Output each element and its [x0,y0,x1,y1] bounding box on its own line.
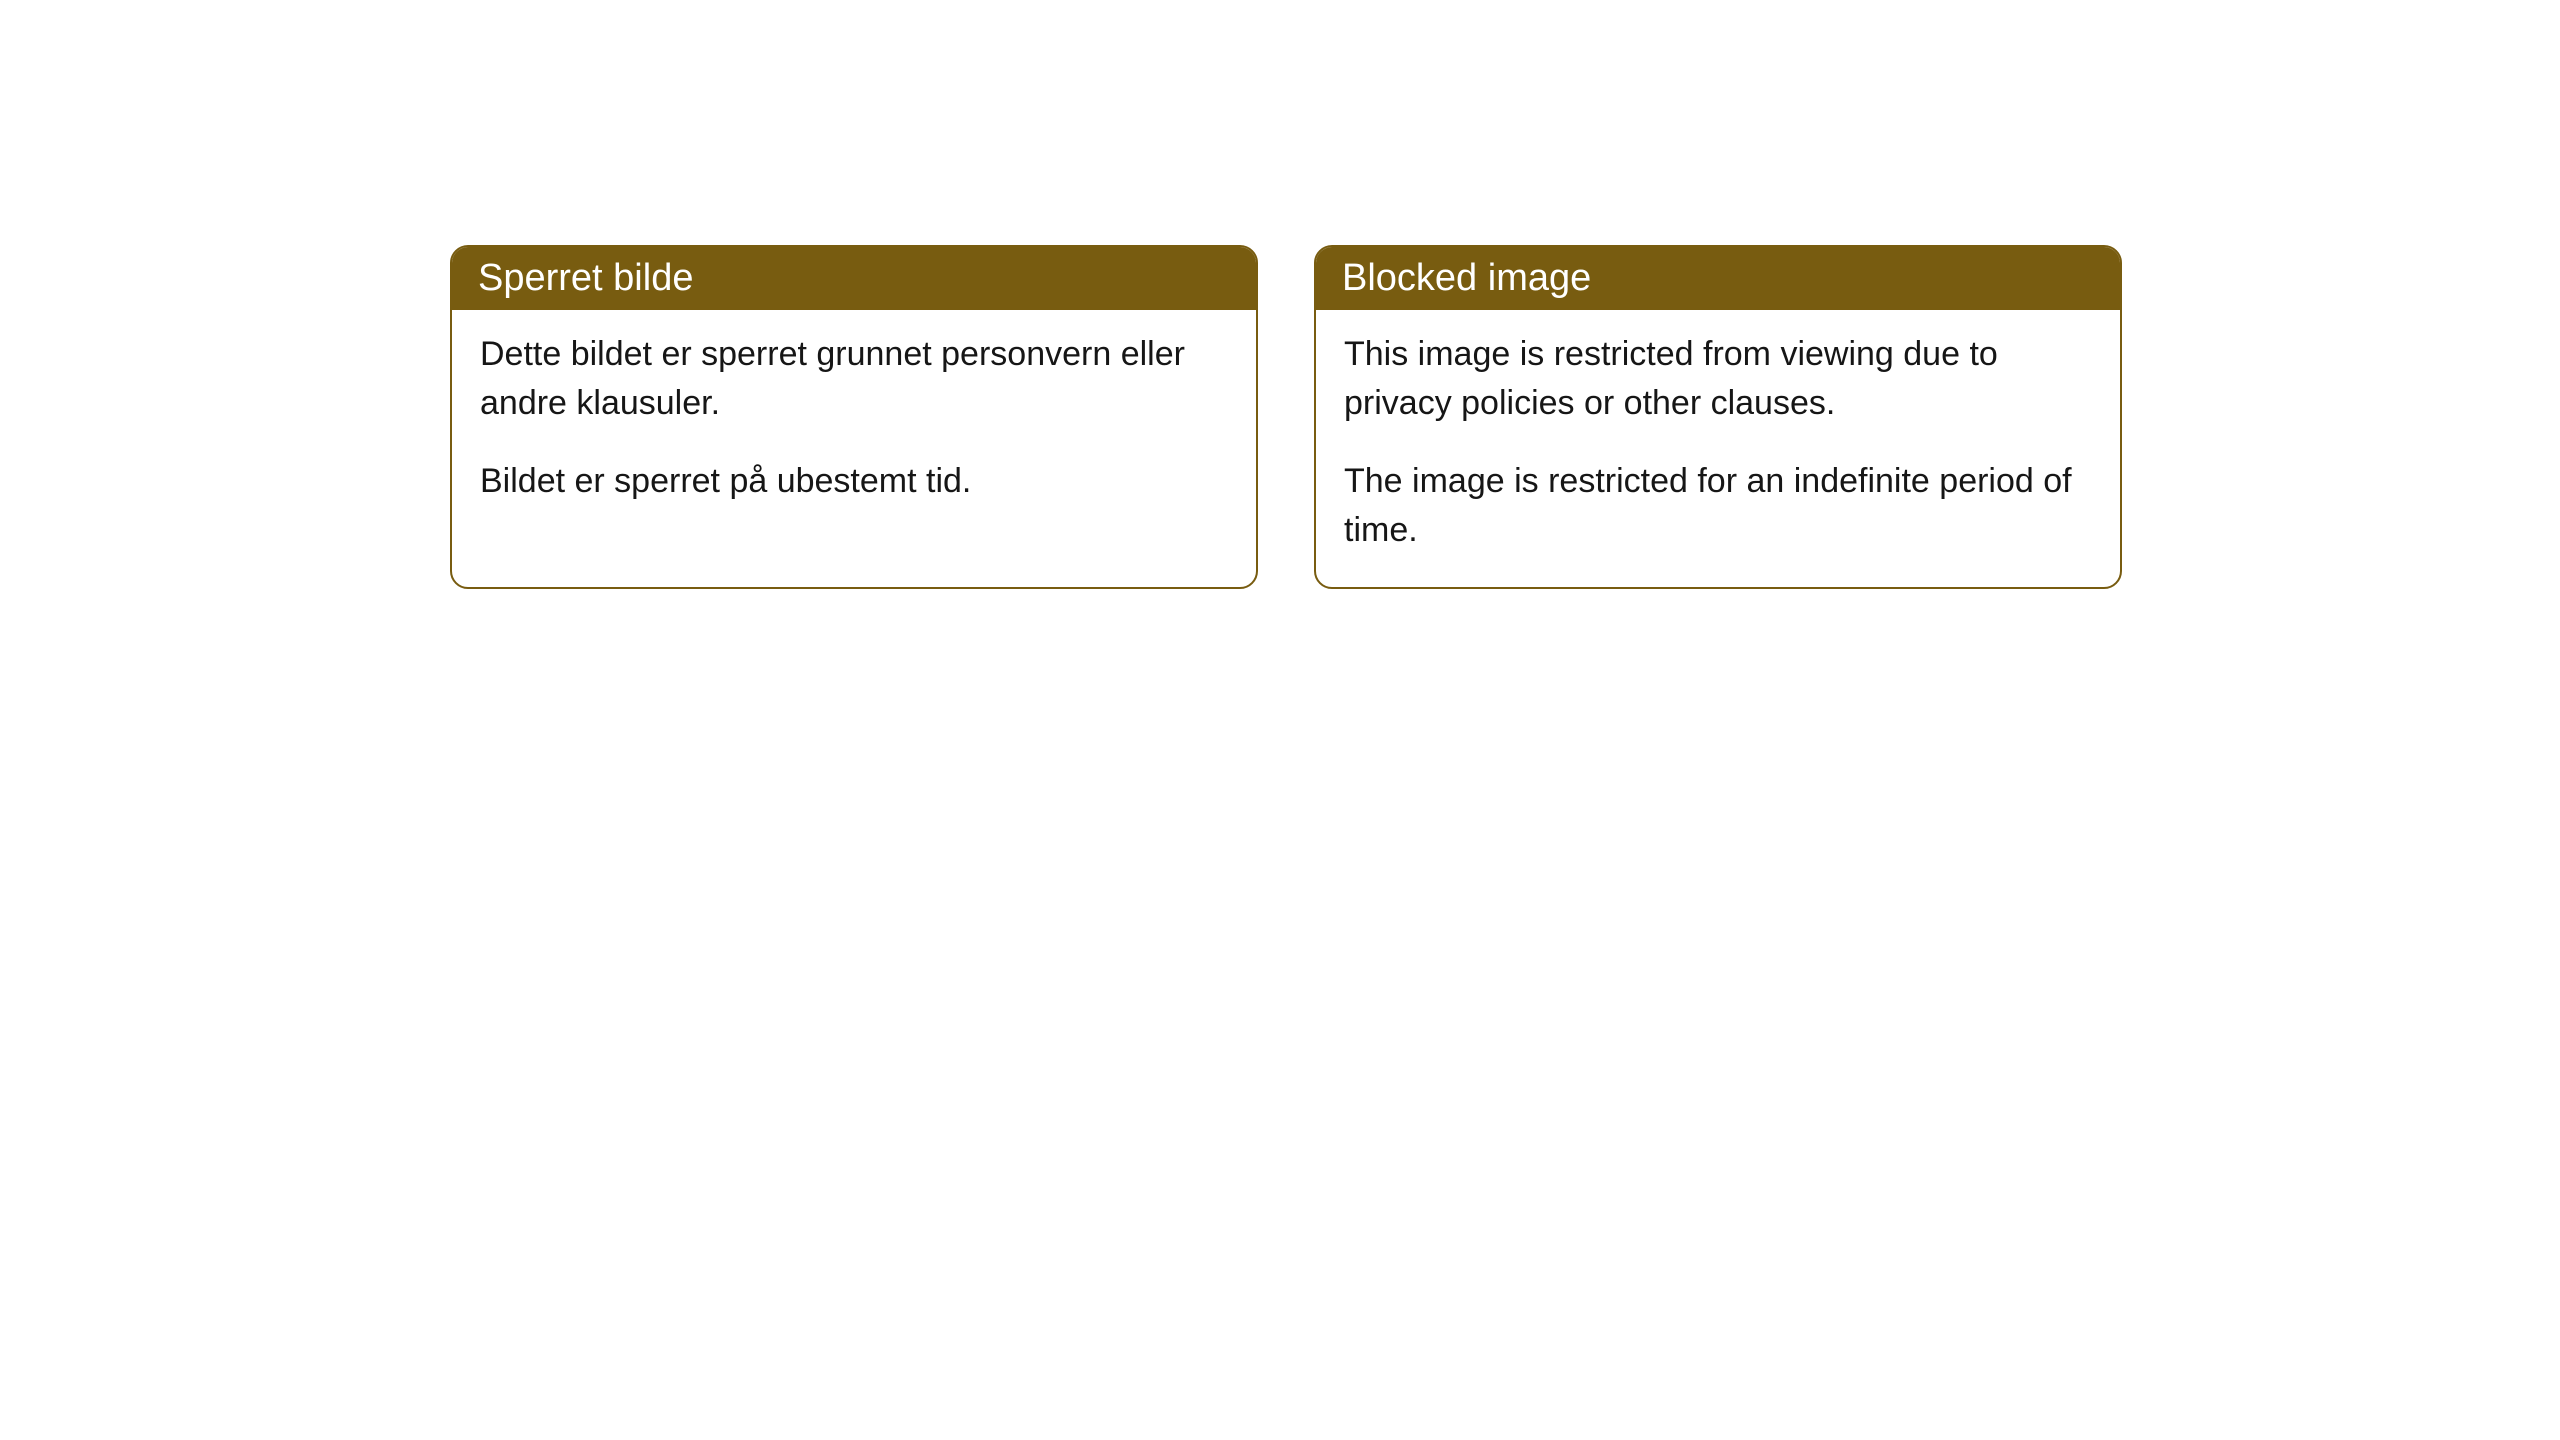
info-cards-container: Sperret bilde Dette bildet er sperret gr… [450,245,2122,589]
card-title-norwegian: Sperret bilde [478,257,693,299]
blocked-image-card-english: Blocked image This image is restricted f… [1314,245,2122,589]
card-body-english: This image is restricted from viewing du… [1316,310,2120,587]
blocked-image-card-norwegian: Sperret bilde Dette bildet er sperret gr… [450,245,1258,589]
card-body-norwegian: Dette bildet er sperret grunnet personve… [452,310,1256,538]
card-header-english: Blocked image [1316,247,2120,310]
card-paragraph-1-english: This image is restricted from viewing du… [1344,330,2092,429]
card-paragraph-2-norwegian: Bildet er sperret på ubestemt tid. [480,457,1228,506]
card-title-english: Blocked image [1342,257,1591,299]
card-paragraph-2-english: The image is restricted for an indefinit… [1344,457,2092,556]
card-paragraph-1-norwegian: Dette bildet er sperret grunnet personve… [480,330,1228,429]
card-header-norwegian: Sperret bilde [452,247,1256,310]
